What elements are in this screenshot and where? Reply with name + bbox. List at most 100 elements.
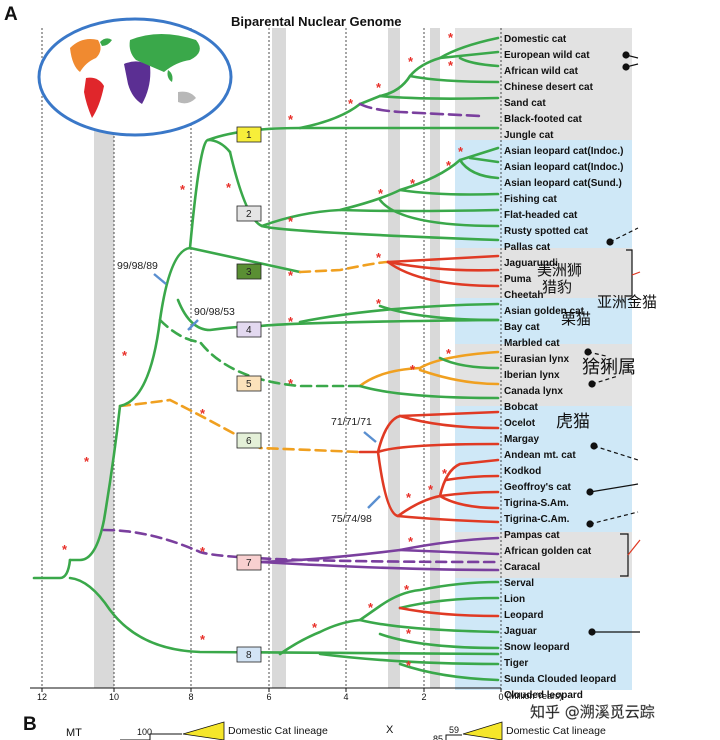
support-value-label: 71/71/71 — [331, 416, 372, 428]
lineage-number-8: 8 — [246, 650, 252, 661]
node-star: * — [446, 158, 452, 173]
node-star: * — [376, 296, 382, 311]
axis-tick-label: 12 — [37, 692, 47, 702]
time-band — [272, 28, 286, 688]
region-gray-domestic — [455, 28, 632, 140]
taxon-label: Tigrina-C.Am. — [504, 514, 570, 525]
panel-b-x-label: X — [386, 724, 394, 736]
panel-b-x-lineage: Domestic Cat lineage — [506, 725, 606, 737]
axis-tick-label: 0 — [498, 692, 503, 702]
node-star: * — [288, 214, 294, 229]
node-star: * — [348, 96, 354, 111]
lineage-box-7 — [236, 554, 262, 571]
taxon-label: Asian golden cat — [504, 306, 585, 317]
panel-b-x-branch — [445, 734, 462, 740]
taxon-label: Tiger — [504, 658, 528, 669]
panel-b-x-value: 59 — [449, 725, 459, 735]
taxon-label: Fishing cat — [504, 194, 557, 205]
panel-b-mt-label: MT — [66, 727, 82, 739]
taxon-label: Flat-headed cat — [504, 210, 578, 221]
taxon-label: Asian leopard cat(Sund.) — [504, 178, 622, 189]
panel-b-label: B — [23, 714, 37, 735]
north-america-region — [70, 39, 101, 72]
lineage-number-2: 2 — [246, 209, 252, 220]
time-band — [94, 28, 114, 688]
taxon-label: Puma — [504, 274, 532, 285]
node-star: * — [406, 658, 412, 673]
australia-region — [178, 91, 196, 104]
taxon-label: Leopard — [504, 610, 543, 621]
taxon-label: Eurasian lynx — [504, 354, 569, 365]
lineage-box-6 — [236, 432, 262, 449]
node-star: * — [404, 582, 410, 597]
taxon-label: Kodkod — [504, 466, 541, 477]
taxon-label: Caracal — [504, 562, 540, 573]
annotation-asian-golden-cn: 亚洲金猫 — [597, 293, 657, 311]
support-arrow — [363, 431, 377, 443]
axis-tick-label: 8 — [188, 692, 193, 702]
south-america-region — [84, 77, 104, 118]
node-star: * — [428, 482, 434, 497]
node-star: * — [458, 144, 464, 159]
axis-tick-label: 4 — [343, 692, 348, 702]
support-value-label: 99/98/89 — [117, 260, 158, 272]
taxon-label: Margay — [504, 434, 539, 445]
node-star: * — [442, 466, 448, 481]
time-gridlines — [41, 28, 502, 688]
axis-tick-label: 6 — [266, 692, 271, 702]
callout-lines — [584, 51, 641, 636]
taxon-label: Jaguarundi — [504, 258, 558, 269]
africa-region — [124, 61, 151, 104]
lineage-number-6: 6 — [246, 436, 252, 447]
node-star: * — [84, 454, 90, 469]
node-star: * — [406, 490, 412, 505]
lineage-number-1: 1 — [246, 130, 252, 141]
panel-b-mt-triangle — [182, 721, 225, 740]
node-star: * — [200, 632, 206, 647]
taxon-label: Andean mt. cat — [504, 450, 576, 461]
node-star: * — [312, 620, 318, 635]
taxon-label: Chinese desert cat — [504, 82, 594, 93]
lineage-box-8 — [236, 646, 262, 663]
node-star: * — [448, 58, 454, 73]
lineage-number-3: 3 — [246, 267, 252, 278]
time-band — [430, 28, 440, 688]
annotation-tiger-cat-cn: 虎猫 — [556, 412, 590, 432]
taxon-label: Cheetah — [504, 290, 543, 301]
node-star: * — [410, 362, 416, 377]
node-star: * — [408, 54, 414, 69]
node-star: * — [288, 112, 294, 127]
support-arrow — [187, 319, 199, 331]
taxon-label: Domestic cat — [504, 34, 567, 45]
node-star: * — [378, 186, 384, 201]
annotation-cheetah-cn: 猎豹 — [542, 278, 572, 296]
support-arrow — [367, 495, 381, 509]
node-star: * — [62, 542, 68, 557]
phylogenetic-tree — [32, 36, 500, 682]
panel-b-mt-lineage: Domestic Cat lineage — [228, 725, 328, 737]
annotation-puma-cn: 美洲狮 — [537, 261, 582, 279]
node-star: * — [180, 182, 186, 197]
node-star: * — [200, 544, 206, 559]
lineage-box-1 — [236, 126, 262, 143]
node-star: * — [376, 80, 382, 95]
support-stars: * * * * * * * * * * * * * * * * * * * * … — [62, 30, 464, 673]
taxon-label: Jungle cat — [504, 130, 554, 141]
panel-b-mt-value: 100 — [137, 727, 152, 737]
node-star: * — [408, 534, 414, 549]
taxon-label: Sunda Clouded leopard — [504, 674, 616, 685]
taxon-label: Tigrina-S.Am. — [504, 498, 569, 509]
node-star: * — [288, 376, 294, 391]
panel-a-label: A — [4, 4, 18, 25]
taxon-label: African wild cat — [504, 66, 579, 77]
node-star: * — [288, 314, 294, 329]
lineage-box-4 — [236, 321, 262, 338]
world-map-inset — [37, 17, 233, 137]
taxon-label: Bay cat — [504, 322, 540, 333]
taxon-label: Clouded leopard — [504, 690, 583, 701]
node-star: * — [410, 176, 416, 191]
lineage-number-4: 4 — [246, 325, 252, 336]
node-star: * — [446, 346, 452, 361]
taxon-label-group: Domestic cat European wild cat African wil… — [504, 34, 623, 701]
